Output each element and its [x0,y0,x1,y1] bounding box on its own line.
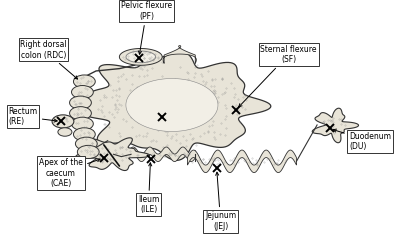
Text: Sternal flexure
(SF): Sternal flexure (SF) [239,45,317,107]
Circle shape [70,96,91,109]
Polygon shape [312,108,358,143]
Circle shape [72,86,93,99]
Polygon shape [163,46,196,63]
Text: Rectum
(RE): Rectum (RE) [8,107,57,126]
Circle shape [77,145,99,158]
Polygon shape [129,147,195,162]
Polygon shape [119,49,162,65]
Polygon shape [188,150,296,173]
Circle shape [74,75,95,88]
Circle shape [76,137,97,150]
Circle shape [74,128,95,141]
Text: Jejunum
(JEJ): Jejunum (JEJ) [205,172,236,231]
Text: Right dorsal
colon (RDC): Right dorsal colon (RDC) [20,40,78,79]
Polygon shape [126,51,156,63]
Polygon shape [76,138,150,171]
Circle shape [72,117,93,130]
Polygon shape [80,52,271,160]
Text: Pelvic flexure
(PF): Pelvic flexure (PF) [121,1,172,54]
Polygon shape [126,78,218,131]
Circle shape [58,128,72,136]
Circle shape [70,107,91,120]
Text: Apex of the
caecum
(CAE): Apex of the caecum (CAE) [39,158,100,188]
Circle shape [52,115,74,128]
Text: Duodenum
(DU): Duodenum (DU) [333,129,391,151]
Text: Ileum
(ILE): Ileum (ILE) [138,163,159,215]
